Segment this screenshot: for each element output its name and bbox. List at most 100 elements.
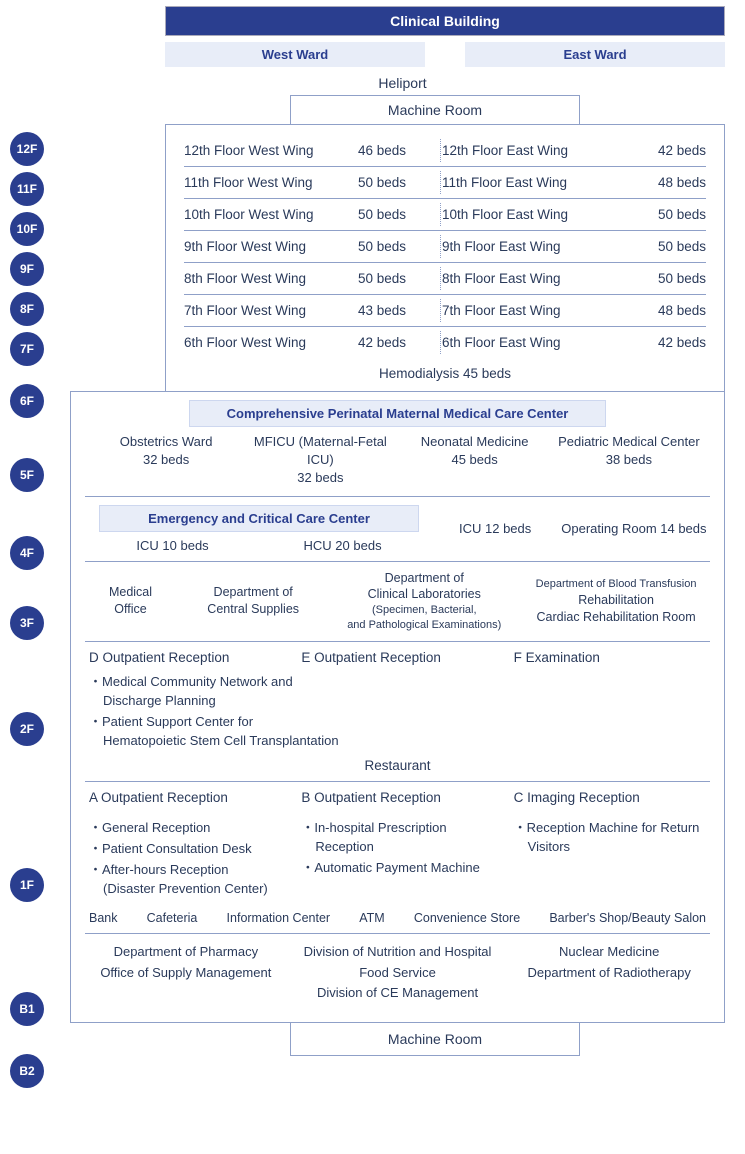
perinatal-unit: MFICU (Maternal-Fetal ICU)32 beds — [243, 433, 397, 488]
list-item: In-hospital Prescription Reception — [315, 819, 493, 857]
east-wing-name: 9th Floor East Wing — [424, 239, 584, 254]
sec1-colB: In-hospital Prescription Reception Automa… — [301, 819, 493, 878]
floor-badge: B2 — [10, 1054, 44, 1088]
east-wing-name: 6th Floor East Wing — [424, 335, 584, 350]
ward-headers: West Ward East Ward — [165, 42, 725, 67]
east-wing-beds: 50 beds — [584, 207, 706, 222]
east-ward-header: East Ward — [465, 42, 725, 67]
west-wing-beds: 50 beds — [344, 239, 424, 254]
amenity: Barber's Shop/Beauty Salon — [549, 911, 706, 925]
b1-c3-1: Department of Radiotherapy — [512, 963, 706, 984]
building-title: Clinical Building — [165, 6, 725, 36]
hemodialysis-row: Hemodialysis 45 beds — [184, 358, 706, 391]
floor-badge: 5F — [10, 458, 44, 492]
sec1-top-1: B Outpatient Reception — [301, 790, 493, 805]
perinatal-unit: Obstetrics Ward32 beds — [89, 433, 243, 488]
header: Clinical Building West Ward East Ward — [165, 6, 725, 67]
west-wing-name: 12th Floor West Wing — [184, 143, 344, 158]
west-wing-beds: 42 beds — [344, 335, 424, 350]
floor-row: 9th Floor West Wing50 beds9th Floor East… — [184, 231, 706, 263]
perinatal-unit: Neonatal Medicine45 beds — [398, 433, 552, 488]
sec2-top-0: D Outpatient Reception — [89, 650, 281, 665]
sec4-left-0: ICU 10 beds — [136, 538, 208, 553]
floor-row: 7th Floor West Wing43 beds7th Floor East… — [184, 295, 706, 327]
list-item: Reception Machine for Return Visitors — [528, 819, 706, 857]
list-item: Medical Community Network and Discharge … — [103, 673, 339, 711]
floor-badge: 7F — [10, 332, 44, 366]
b1-c3-0: Nuclear Medicine — [512, 942, 706, 963]
amenity: Information Center — [227, 911, 331, 925]
floor-row: 12th Floor West Wing46 beds12th Floor Ea… — [184, 135, 706, 167]
amenity: Convenience Store — [414, 911, 520, 925]
east-wing-name: 10th Floor East Wing — [424, 207, 584, 222]
floor-badge: 8F — [10, 292, 44, 326]
amenity: ATM — [359, 911, 384, 925]
west-wing-beds: 50 beds — [344, 271, 424, 286]
section-4f: Emergency and Critical Care Center ICU 1… — [85, 497, 710, 562]
floor-badge: 12F — [10, 132, 44, 166]
east-wing-beds: 48 beds — [584, 303, 706, 318]
list-item: Patient Consultation Desk — [103, 840, 281, 859]
floor-row: 10th Floor West Wing50 beds10th Floor Ea… — [184, 199, 706, 231]
floor-badge: 6F — [10, 384, 44, 418]
west-wing-beds: 43 beds — [344, 303, 424, 318]
sec3-c4a: Department of Blood Transfusion — [526, 577, 706, 592]
floor-badge: 3F — [10, 606, 44, 640]
b1-c1-1: Office of Supply Management — [89, 963, 283, 984]
east-wing-beds: 50 beds — [584, 271, 706, 286]
amenity: Bank — [89, 911, 118, 925]
west-wing-beds: 50 beds — [344, 175, 424, 190]
amenities-row: BankCafeteriaInformation CenterATMConven… — [89, 911, 706, 925]
b1-c1-0: Department of Pharmacy — [89, 942, 283, 963]
sec2-top-1: E Outpatient Reception — [301, 650, 493, 665]
floor-grid: 12F11F10F9F8F7F6F5F4F3F2F1FB1B2 12th Flo… — [10, 124, 735, 1023]
sec4-left-1: HCU 20 beds — [304, 538, 382, 553]
sec1-top-0: A Outpatient Reception — [89, 790, 281, 805]
sec1-colA: General Reception Patient Consultation De… — [89, 819, 281, 898]
west-wing-name: 7th Floor West Wing — [184, 303, 344, 318]
floor-row: 11th Floor West Wing50 beds11th Floor Ea… — [184, 167, 706, 199]
b1-c2-1: Division of CE Management — [301, 983, 495, 1004]
lower-floors-box: Comprehensive Perinatal Maternal Medical… — [70, 391, 725, 1023]
sec4-right-1: Operating Room 14 beds — [561, 521, 706, 536]
east-wing-beds: 42 beds — [584, 143, 706, 158]
perinatal-banner: Comprehensive Perinatal Maternal Medical… — [189, 400, 606, 427]
west-wing-name: 9th Floor West Wing — [184, 239, 344, 254]
floor-badge: 11F — [10, 172, 44, 206]
east-wing-name: 8th Floor East Wing — [424, 271, 584, 286]
west-wing-beds: 46 beds — [344, 143, 424, 158]
sec3-c3t: Department of Clinical Laboratories — [334, 570, 514, 604]
sec3-c4b: Rehabilitation — [526, 592, 706, 609]
b1-c2-0: Division of Nutrition and Hospital Food … — [301, 942, 495, 984]
floor-badge: 2F — [10, 712, 44, 746]
section-1f: A Outpatient Reception B Outpatient Rece… — [85, 782, 710, 933]
machine-room-bottom: Machine Room — [290, 1023, 580, 1056]
machine-room-top: Machine Room — [290, 95, 580, 124]
west-wing-name: 6th Floor West Wing — [184, 335, 344, 350]
west-wing-beds: 50 beds — [344, 207, 424, 222]
east-wing-beds: 48 beds — [584, 175, 706, 190]
emergency-banner: Emergency and Critical Care Center — [99, 505, 419, 532]
heliport-label: Heliport — [70, 75, 735, 91]
list-item: General Reception — [103, 819, 281, 838]
sec2-bullets: Medical Community Network and Discharge … — [89, 673, 339, 750]
sec3-c2: Department of Central Supplies — [184, 584, 322, 618]
perinatal-unit: Pediatric Medical Center38 beds — [552, 433, 706, 488]
floor-badge: 4F — [10, 536, 44, 570]
west-wing-name: 10th Floor West Wing — [184, 207, 344, 222]
sec1-top-2: C Imaging Reception — [514, 790, 706, 805]
list-item: Automatic Payment Machine — [315, 859, 493, 878]
upper-floors-box: 12th Floor West Wing46 beds12th Floor Ea… — [165, 124, 725, 391]
section-5f: Comprehensive Perinatal Maternal Medical… — [85, 392, 710, 497]
floor-row: 6th Floor West Wing42 beds6th Floor East… — [184, 327, 706, 358]
list-item: After-hours Reception (Disaster Preventi… — [103, 861, 281, 899]
sec5-units: Obstetrics Ward32 bedsMFICU (Maternal-Fe… — [89, 433, 706, 488]
east-wing-name: 11th Floor East Wing — [424, 175, 584, 190]
east-wing-name: 7th Floor East Wing — [424, 303, 584, 318]
east-wing-name: 12th Floor East Wing — [424, 143, 584, 158]
floor-badge: 1F — [10, 868, 44, 902]
section-2f: D Outpatient Reception E Outpatient Rece… — [85, 642, 710, 782]
sec3-c3s: (Specimen, Bacterial, and Pathological E… — [334, 603, 514, 633]
sec3-c1: Medical Office — [89, 584, 172, 618]
restaurant-label: Restaurant — [89, 758, 706, 773]
